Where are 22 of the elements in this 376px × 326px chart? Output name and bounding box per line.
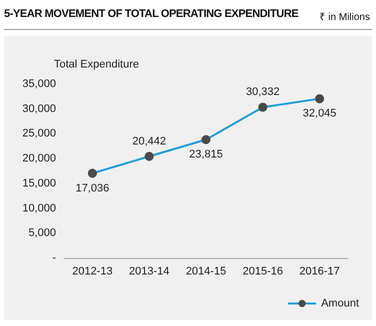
data-label: 20,442: [132, 135, 166, 148]
y-tick-label: 5,000: [28, 227, 56, 240]
x-tick-label: 2012-13: [72, 266, 113, 278]
text: ₹ in Milions: [320, 11, 370, 23]
data-label: 23,815: [189, 148, 223, 161]
y-tick-label: 30,000: [22, 102, 56, 115]
data-label: 32,045: [302, 108, 336, 120]
y-tick-label: 10,000: [22, 202, 56, 214]
y-tick-label: 15,000: [22, 177, 56, 190]
x-tick-label: 2013-14: [129, 266, 170, 278]
y-axis-title: Total Expenditure: [54, 58, 139, 70]
y-tick-label: -: [52, 252, 56, 264]
y-tick-label: 20,000: [22, 152, 56, 165]
data-label: 17,036: [76, 182, 110, 194]
legend-label: Amount: [321, 298, 360, 310]
y-tick-label: 25,000: [22, 128, 56, 140]
x-tick-label: 2014-15: [186, 266, 226, 278]
x-tick-label: 2016-17: [299, 266, 340, 278]
data-label: 30,332: [246, 86, 280, 98]
x-tick-label: 2015-16: [242, 266, 283, 278]
chart-title: 5-YEAR MOVEMENT OF TOTAL OPERATING EXPENDITURE: [4, 8, 298, 20]
y-tick-label: 35,000: [22, 78, 56, 90]
